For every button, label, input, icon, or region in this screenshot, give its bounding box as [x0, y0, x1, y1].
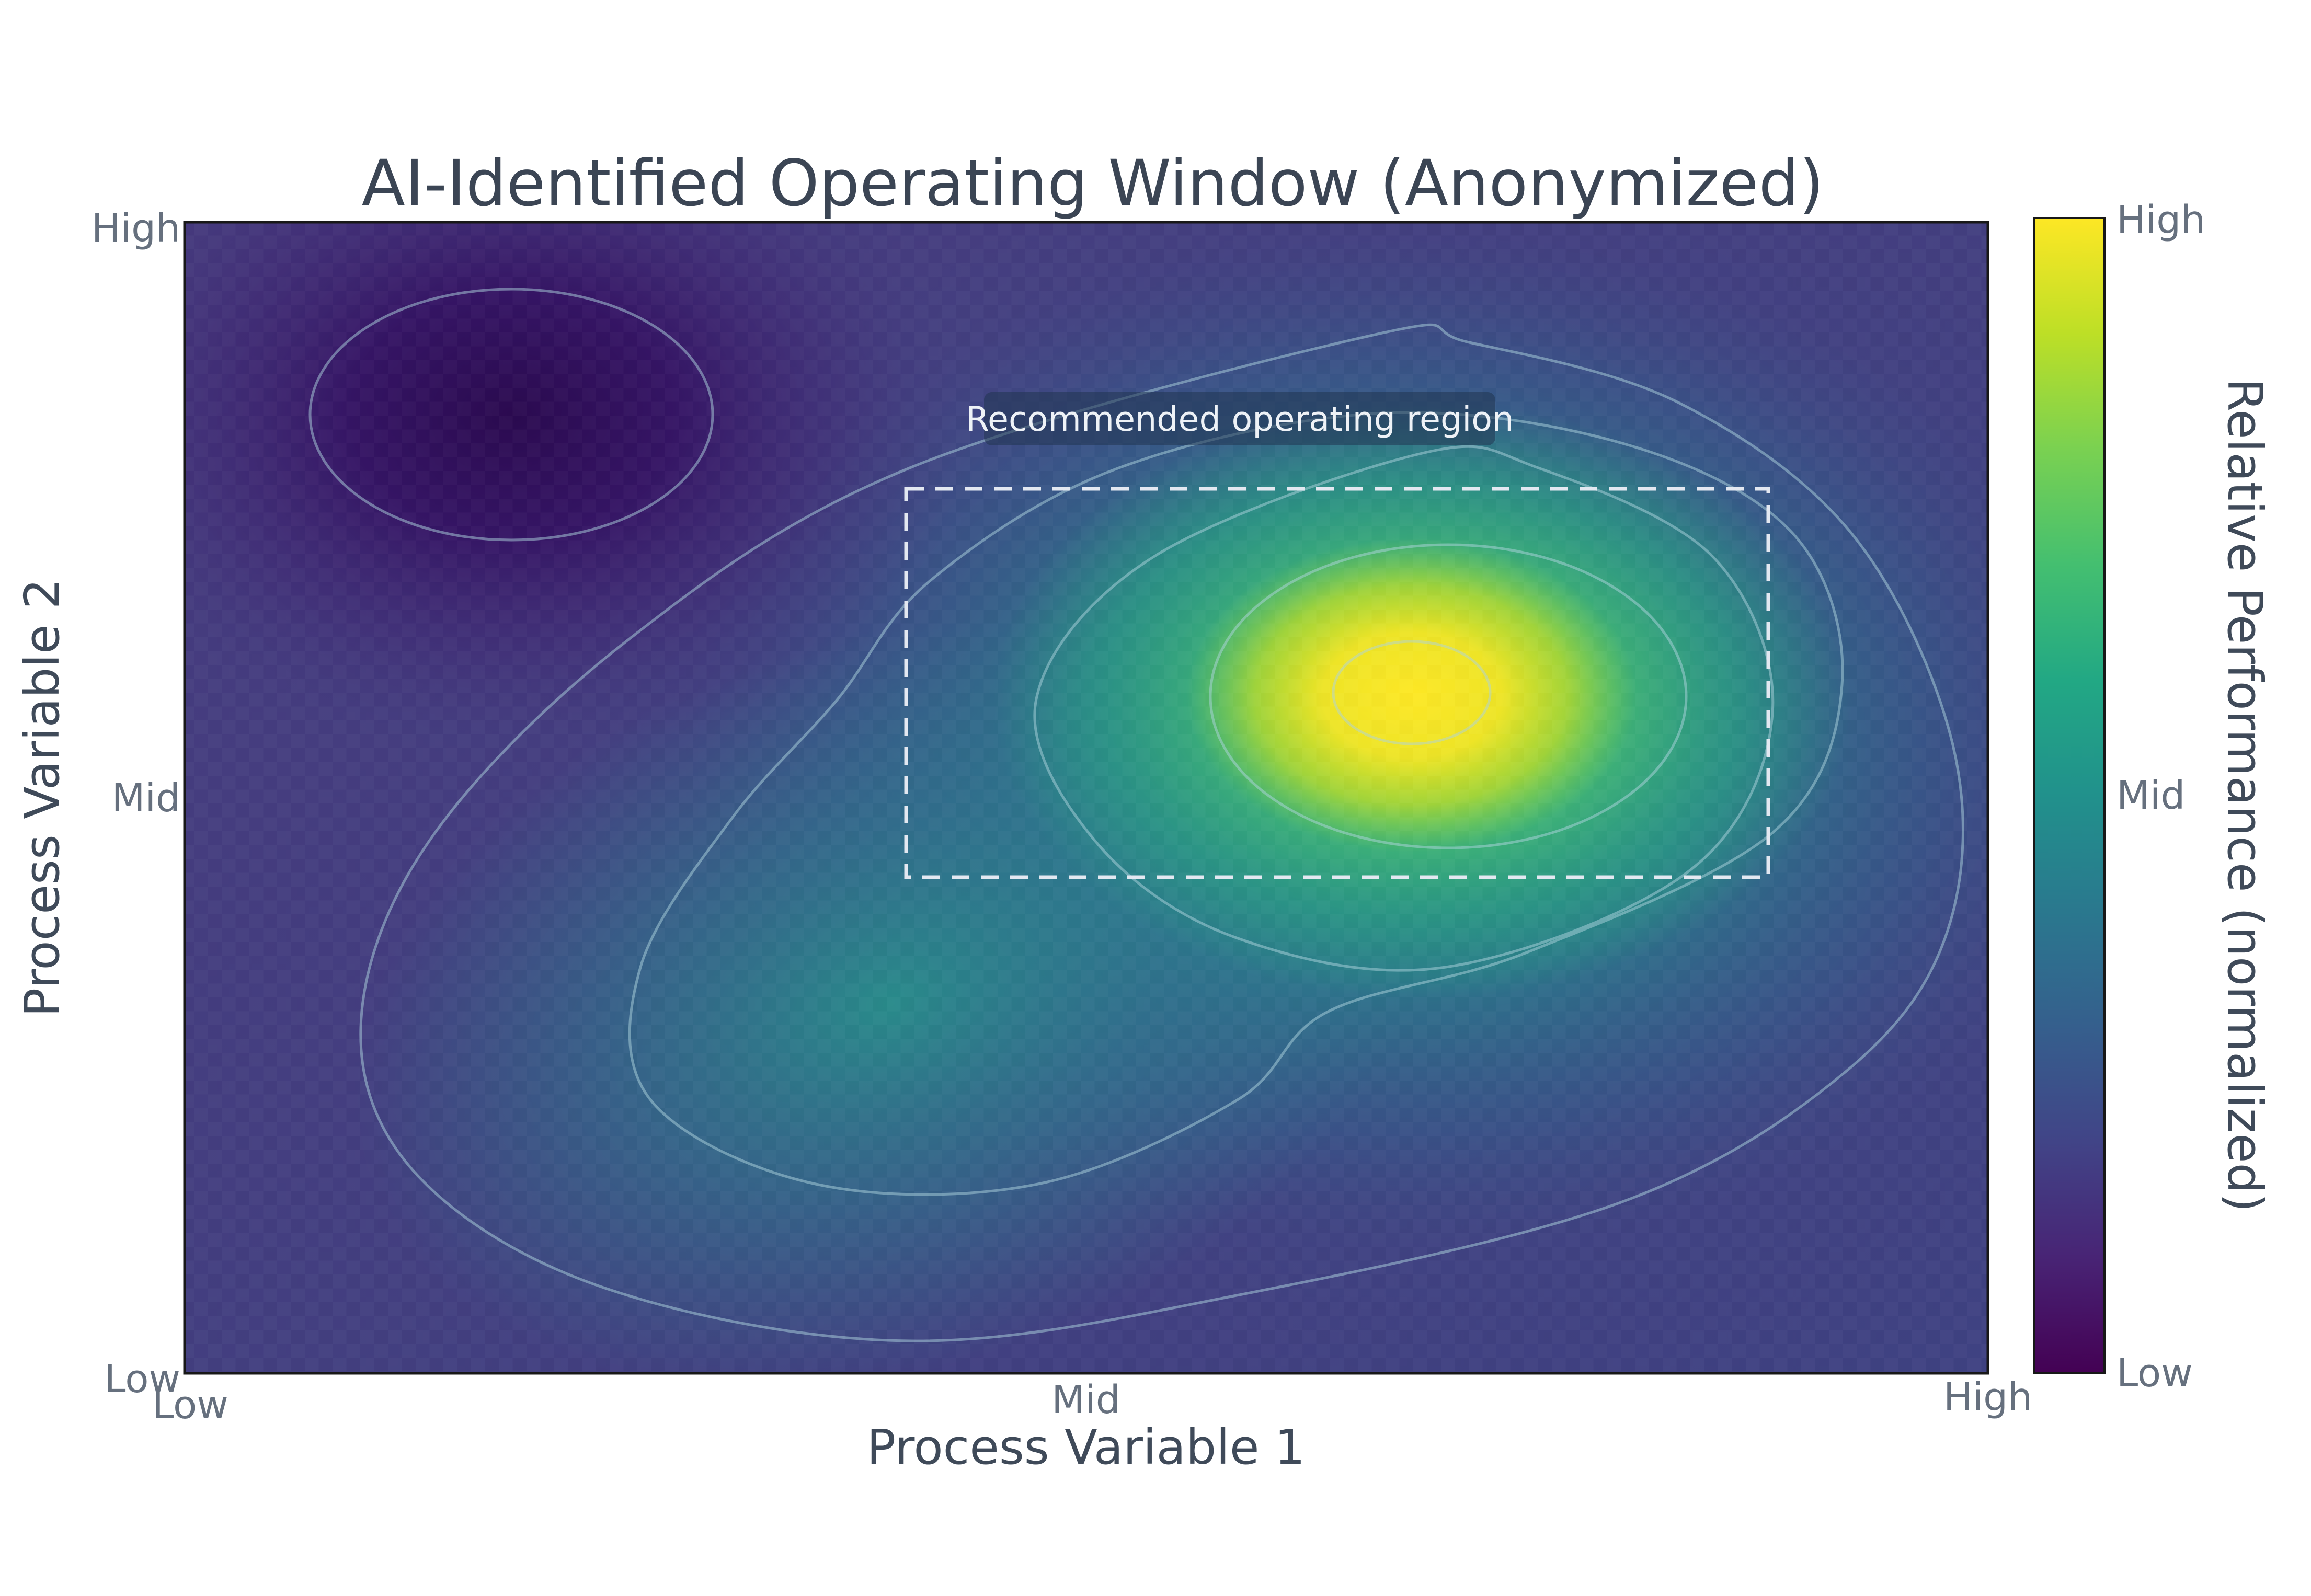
- chart-title: AI-Identified Operating Window (Anonymiz…: [361, 146, 1824, 221]
- colorbar-gradient: [2033, 217, 2106, 1374]
- y-tick-mid: Mid: [112, 776, 180, 821]
- contour-dark-blob: [308, 288, 714, 542]
- x-tick-mid: Mid: [1051, 1377, 1120, 1422]
- annotation-box: [984, 392, 1495, 445]
- plot-border: [183, 221, 1989, 1375]
- recommended-region-outline: [904, 487, 1770, 879]
- contour-peak-second: [1209, 543, 1688, 849]
- contour-lines: [308, 288, 1964, 1342]
- contour-peak-inner: [1332, 640, 1492, 745]
- y-axis-label: Process Variable 2: [14, 579, 70, 1017]
- x-axis-label: Process Variable 1: [867, 1419, 1306, 1475]
- contour-dumbbell: [628, 411, 1844, 1196]
- colorbar: High Mid Low Relative Performance (norma…: [2033, 198, 2273, 1396]
- annotation-label: Recommended operating region: [966, 400, 1514, 439]
- colorbar-tick-low: Low: [2116, 1351, 2193, 1396]
- x-tick-low: Low: [152, 1383, 228, 1428]
- colorbar-tick-mid: Mid: [2116, 773, 2185, 818]
- y-tick-low: Low: [104, 1357, 180, 1402]
- x-tick-high: High: [1943, 1375, 2032, 1420]
- contour-peak-third: [1033, 445, 1775, 972]
- contour-outermost: [359, 323, 1964, 1342]
- colorbar-label: Relative Performance (normalized): [2217, 378, 2273, 1212]
- colorbar-tick-high: High: [2116, 198, 2205, 243]
- y-tick-high: High: [91, 206, 180, 251]
- heatmap-surface: Recommended operating region: [185, 222, 1988, 1373]
